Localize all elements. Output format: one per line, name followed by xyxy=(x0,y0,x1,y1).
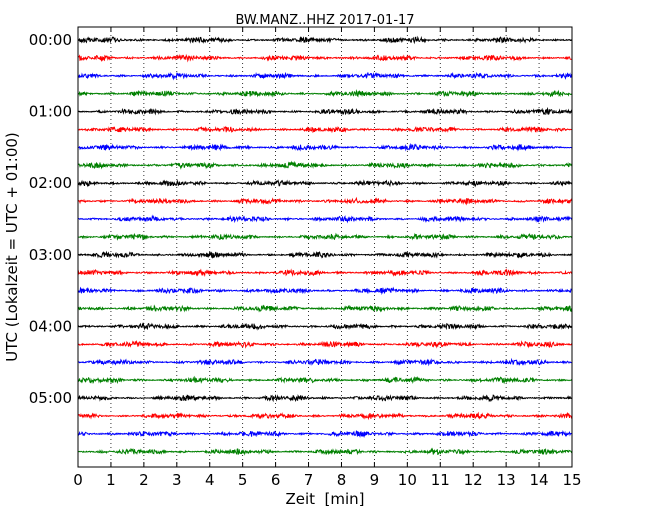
x-tick-label: 12 xyxy=(464,471,483,489)
trace-line xyxy=(77,196,573,206)
x-tick-label: 1 xyxy=(106,471,116,489)
trace-line xyxy=(77,250,573,259)
x-tick-label: 11 xyxy=(431,471,450,489)
trace-line xyxy=(77,447,573,456)
y-tick-label: 03:00 xyxy=(29,246,72,264)
x-tick-label: 6 xyxy=(271,471,281,489)
x-tick-label: 0 xyxy=(73,471,83,489)
trace-line xyxy=(77,232,573,241)
trace-line xyxy=(77,286,573,295)
chart-title: BW.MANZ..HHZ 2017-01-17 xyxy=(235,13,414,28)
trace-line xyxy=(77,71,573,81)
trace-line xyxy=(77,89,573,98)
trace-line xyxy=(77,411,573,421)
y-tick-label: 04:00 xyxy=(29,317,72,335)
trace-line xyxy=(77,160,573,170)
trace-line xyxy=(77,322,573,331)
y-tick-label: 00:00 xyxy=(29,31,72,49)
x-tick-label: 3 xyxy=(172,471,182,489)
x-tick-label: 14 xyxy=(530,471,549,489)
trace-line xyxy=(77,357,573,367)
trace-line xyxy=(77,394,573,403)
y-axis: 00:00 01:00 02:00 03:00 04:00 05:00 xyxy=(29,31,572,407)
trace-line xyxy=(77,53,573,63)
x-tick-label: 7 xyxy=(304,471,314,489)
trace-line xyxy=(77,106,573,116)
y-tick-label: 01:00 xyxy=(29,103,72,121)
x-axis-label: Zeit [min] xyxy=(285,490,364,508)
x-tick-label: 2 xyxy=(139,471,149,489)
trace-line xyxy=(77,178,573,188)
trace-line xyxy=(77,35,573,45)
y-tick-label: 02:00 xyxy=(29,174,72,192)
x-tick-label: 5 xyxy=(238,471,248,489)
trace-line xyxy=(77,339,573,349)
trace-line xyxy=(77,375,573,385)
x-tick-label: 13 xyxy=(497,471,516,489)
y-axis-label: UTC (Lokalzeit = UTC + 01:00) xyxy=(3,132,21,362)
y-tick-label: 05:00 xyxy=(29,389,72,407)
x-tick-label: 9 xyxy=(370,471,380,489)
trace-line xyxy=(77,304,573,313)
traces xyxy=(77,35,573,456)
trace-line xyxy=(77,429,573,439)
x-tick-label: 4 xyxy=(205,471,215,489)
trace-line xyxy=(77,268,573,278)
x-axis: 0 1 2 3 4 5 6 7 8 9 10 11 12 13 14 15 xyxy=(73,27,582,489)
x-tick-label: 10 xyxy=(398,471,417,489)
x-tick-label: 15 xyxy=(562,471,581,489)
trace-line xyxy=(77,214,573,224)
x-tick-label: 8 xyxy=(337,471,347,489)
grid-lines xyxy=(110,27,540,467)
trace-line xyxy=(77,125,573,134)
trace-line xyxy=(77,142,573,152)
plot-frame xyxy=(77,26,573,468)
